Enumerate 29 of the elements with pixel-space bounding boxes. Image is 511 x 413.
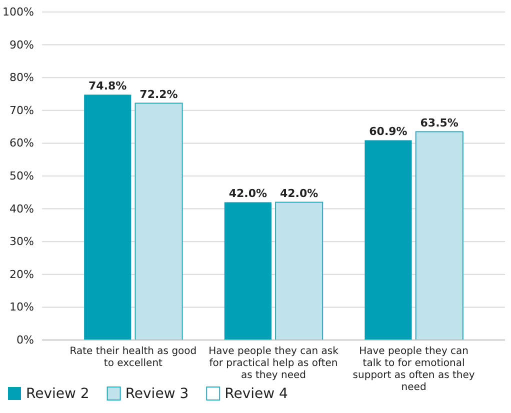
y-tick-label: 80% [10,71,34,84]
text: 72.2% [140,88,178,102]
legend-label: Review 3 [125,386,189,402]
bar [224,202,272,340]
legend-label: Review 2 [26,386,90,402]
y-tick-label: 50% [10,170,34,183]
y-tick-label: 30% [10,235,34,248]
y-tick-label: 90% [10,38,34,52]
bar [84,94,132,340]
bar [364,140,412,340]
text: 42.0% [228,187,268,200]
x-tick-label: Have people they can talk to for emotional support as often as they need [352,346,475,393]
text: 42.0% [280,187,318,200]
x-tick-label: Have people they can ask for practical help as often as they need [208,346,339,381]
y-tick-label: 0% [16,334,34,347]
legend-label: Review 4 [224,386,288,402]
y-tick-label: 70% [10,104,34,117]
y-tick-label: 100% [2,6,34,19]
x-tick-label: Rate their health as good to excellent [70,346,197,369]
y-tick-label: 20% [10,268,34,281]
bar [415,131,464,340]
text: 60.9% [369,125,408,138]
text: 63.5% [420,116,458,130]
text: 74.8% [88,80,127,93]
bar [275,202,324,340]
y-tick-label: 40% [10,202,34,216]
y-tick-label: 10% [10,300,34,314]
y-tick-label: 60% [10,136,34,150]
bar [134,102,183,340]
